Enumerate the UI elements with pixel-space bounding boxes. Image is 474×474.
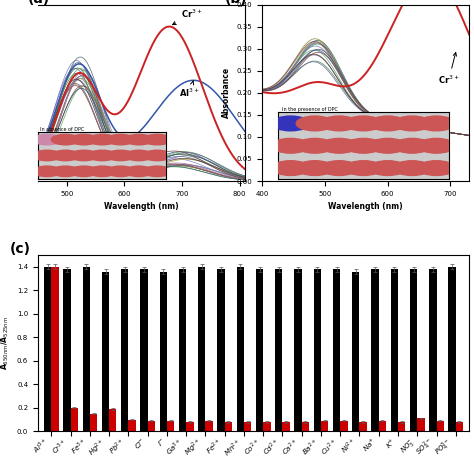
Bar xyxy=(372,269,379,431)
Bar xyxy=(302,422,309,431)
Bar xyxy=(244,422,251,431)
Bar xyxy=(167,421,174,431)
X-axis label: Wavelength (nm): Wavelength (nm) xyxy=(104,202,179,211)
Bar xyxy=(205,421,213,431)
Bar xyxy=(256,269,263,431)
Y-axis label: A$_{650 nm}$/A$_{525 nm}$: A$_{650 nm}$/A$_{525 nm}$ xyxy=(0,316,11,370)
X-axis label: Wavelength (nm): Wavelength (nm) xyxy=(328,202,403,211)
Bar xyxy=(263,422,271,431)
Bar xyxy=(448,267,456,431)
Bar xyxy=(429,269,437,431)
Bar xyxy=(71,408,78,431)
Bar xyxy=(90,414,97,431)
Bar xyxy=(160,272,167,431)
Bar xyxy=(44,267,51,431)
Bar xyxy=(410,269,417,431)
Bar xyxy=(109,409,117,431)
Bar xyxy=(140,269,148,431)
Text: (c): (c) xyxy=(10,242,31,256)
Text: (b): (b) xyxy=(225,0,247,6)
Bar xyxy=(314,269,321,431)
Bar xyxy=(283,422,290,431)
Bar xyxy=(456,422,463,431)
Bar xyxy=(340,421,347,431)
Bar xyxy=(148,421,155,431)
Bar xyxy=(379,421,386,431)
Text: Cr$^{3+}$: Cr$^{3+}$ xyxy=(438,53,459,86)
Bar xyxy=(64,269,71,431)
Text: Cr$^{3+}$: Cr$^{3+}$ xyxy=(173,8,202,25)
Bar xyxy=(437,421,444,431)
Bar xyxy=(237,267,244,431)
Bar xyxy=(102,272,109,431)
Bar xyxy=(225,422,232,431)
Bar xyxy=(391,269,398,431)
Bar xyxy=(121,269,128,431)
Text: (a): (a) xyxy=(27,0,50,6)
Bar xyxy=(359,422,367,431)
Bar xyxy=(198,267,205,431)
Bar xyxy=(352,272,359,431)
Bar xyxy=(398,422,405,431)
Y-axis label: Absorbance: Absorbance xyxy=(222,67,231,118)
Bar xyxy=(294,269,302,431)
Bar xyxy=(186,422,193,431)
Bar xyxy=(333,269,340,431)
Bar xyxy=(128,419,136,431)
Bar xyxy=(218,269,225,431)
Text: Al$^{3+}$: Al$^{3+}$ xyxy=(179,81,200,99)
Bar xyxy=(417,419,425,431)
Bar xyxy=(179,269,186,431)
Bar xyxy=(321,421,328,431)
Bar xyxy=(275,269,283,431)
Bar xyxy=(51,267,59,431)
Bar xyxy=(82,267,90,431)
